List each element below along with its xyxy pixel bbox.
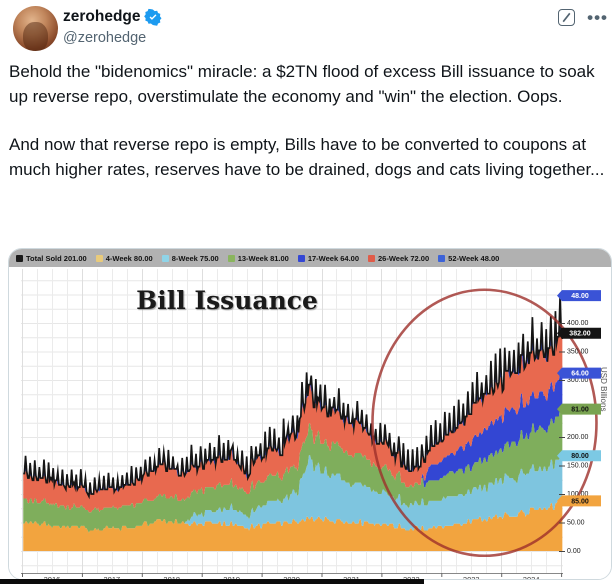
tweet-text: Behold the "bidenomics" miracle: a $2TN …	[9, 60, 610, 182]
legend-label: 8-Week 75.00	[171, 253, 219, 263]
legend-label: 26-Week 72.00	[378, 253, 430, 263]
author-display-name[interactable]: zerohedge	[63, 8, 141, 25]
more-button[interactable]: •••	[587, 7, 608, 27]
author-row[interactable]: zerohedge	[63, 8, 162, 26]
legend-swatch	[95, 254, 103, 262]
legend-item: 8-Week 75.00	[161, 253, 219, 263]
legend-label: 4-Week 80.00	[105, 253, 153, 263]
bottom-media-bar	[0, 579, 424, 584]
legend-item: 4-Week 80.00	[95, 253, 153, 263]
legend-item: 13-Week 81.00	[227, 253, 289, 263]
legend-label: 17-Week 64.00	[307, 253, 359, 263]
tweet-header: zerohedge @zerohedge •••	[13, 6, 608, 54]
author-handle: @zerohedge	[63, 30, 147, 46]
tweet-paragraph-2: And now that reverse repo is empty, Bill…	[9, 135, 605, 179]
legend-label: 13-Week 81.00	[237, 253, 289, 263]
legend-label: Total Sold 201.00	[26, 253, 87, 263]
grok-slash-icon	[562, 12, 571, 23]
legend-swatch	[438, 254, 446, 262]
verified-badge-icon	[143, 8, 162, 26]
legend-swatch	[227, 254, 235, 262]
legend-item: 52-Week 48.00	[438, 254, 499, 263]
legend-swatch	[368, 254, 375, 262]
tweet-paragraph-1: Behold the "bidenomics" miracle: a $2TN …	[9, 62, 595, 106]
grok-button[interactable]	[558, 9, 576, 26]
avatar[interactable]	[13, 6, 58, 51]
legend-item: 26-Week 72.00	[368, 254, 429, 263]
legend-swatch	[161, 254, 169, 262]
header-buttons: •••	[558, 9, 608, 26]
chart-legend: Total Sold 201.00 4-Week 80.00 8-Week 75.0…	[9, 249, 611, 267]
bill-issuance-chart	[9, 267, 611, 579]
legend-swatch	[16, 254, 23, 262]
legend-swatch	[297, 254, 305, 262]
chart-media[interactable]: Total Sold 201.00 4-Week 80.00 8-Week 75.0…	[8, 248, 612, 580]
legend-label: 52-Week 48.00	[448, 253, 500, 263]
legend-item: Total Sold 201.00	[16, 254, 87, 263]
legend-item: 17-Week 64.00	[297, 253, 359, 263]
